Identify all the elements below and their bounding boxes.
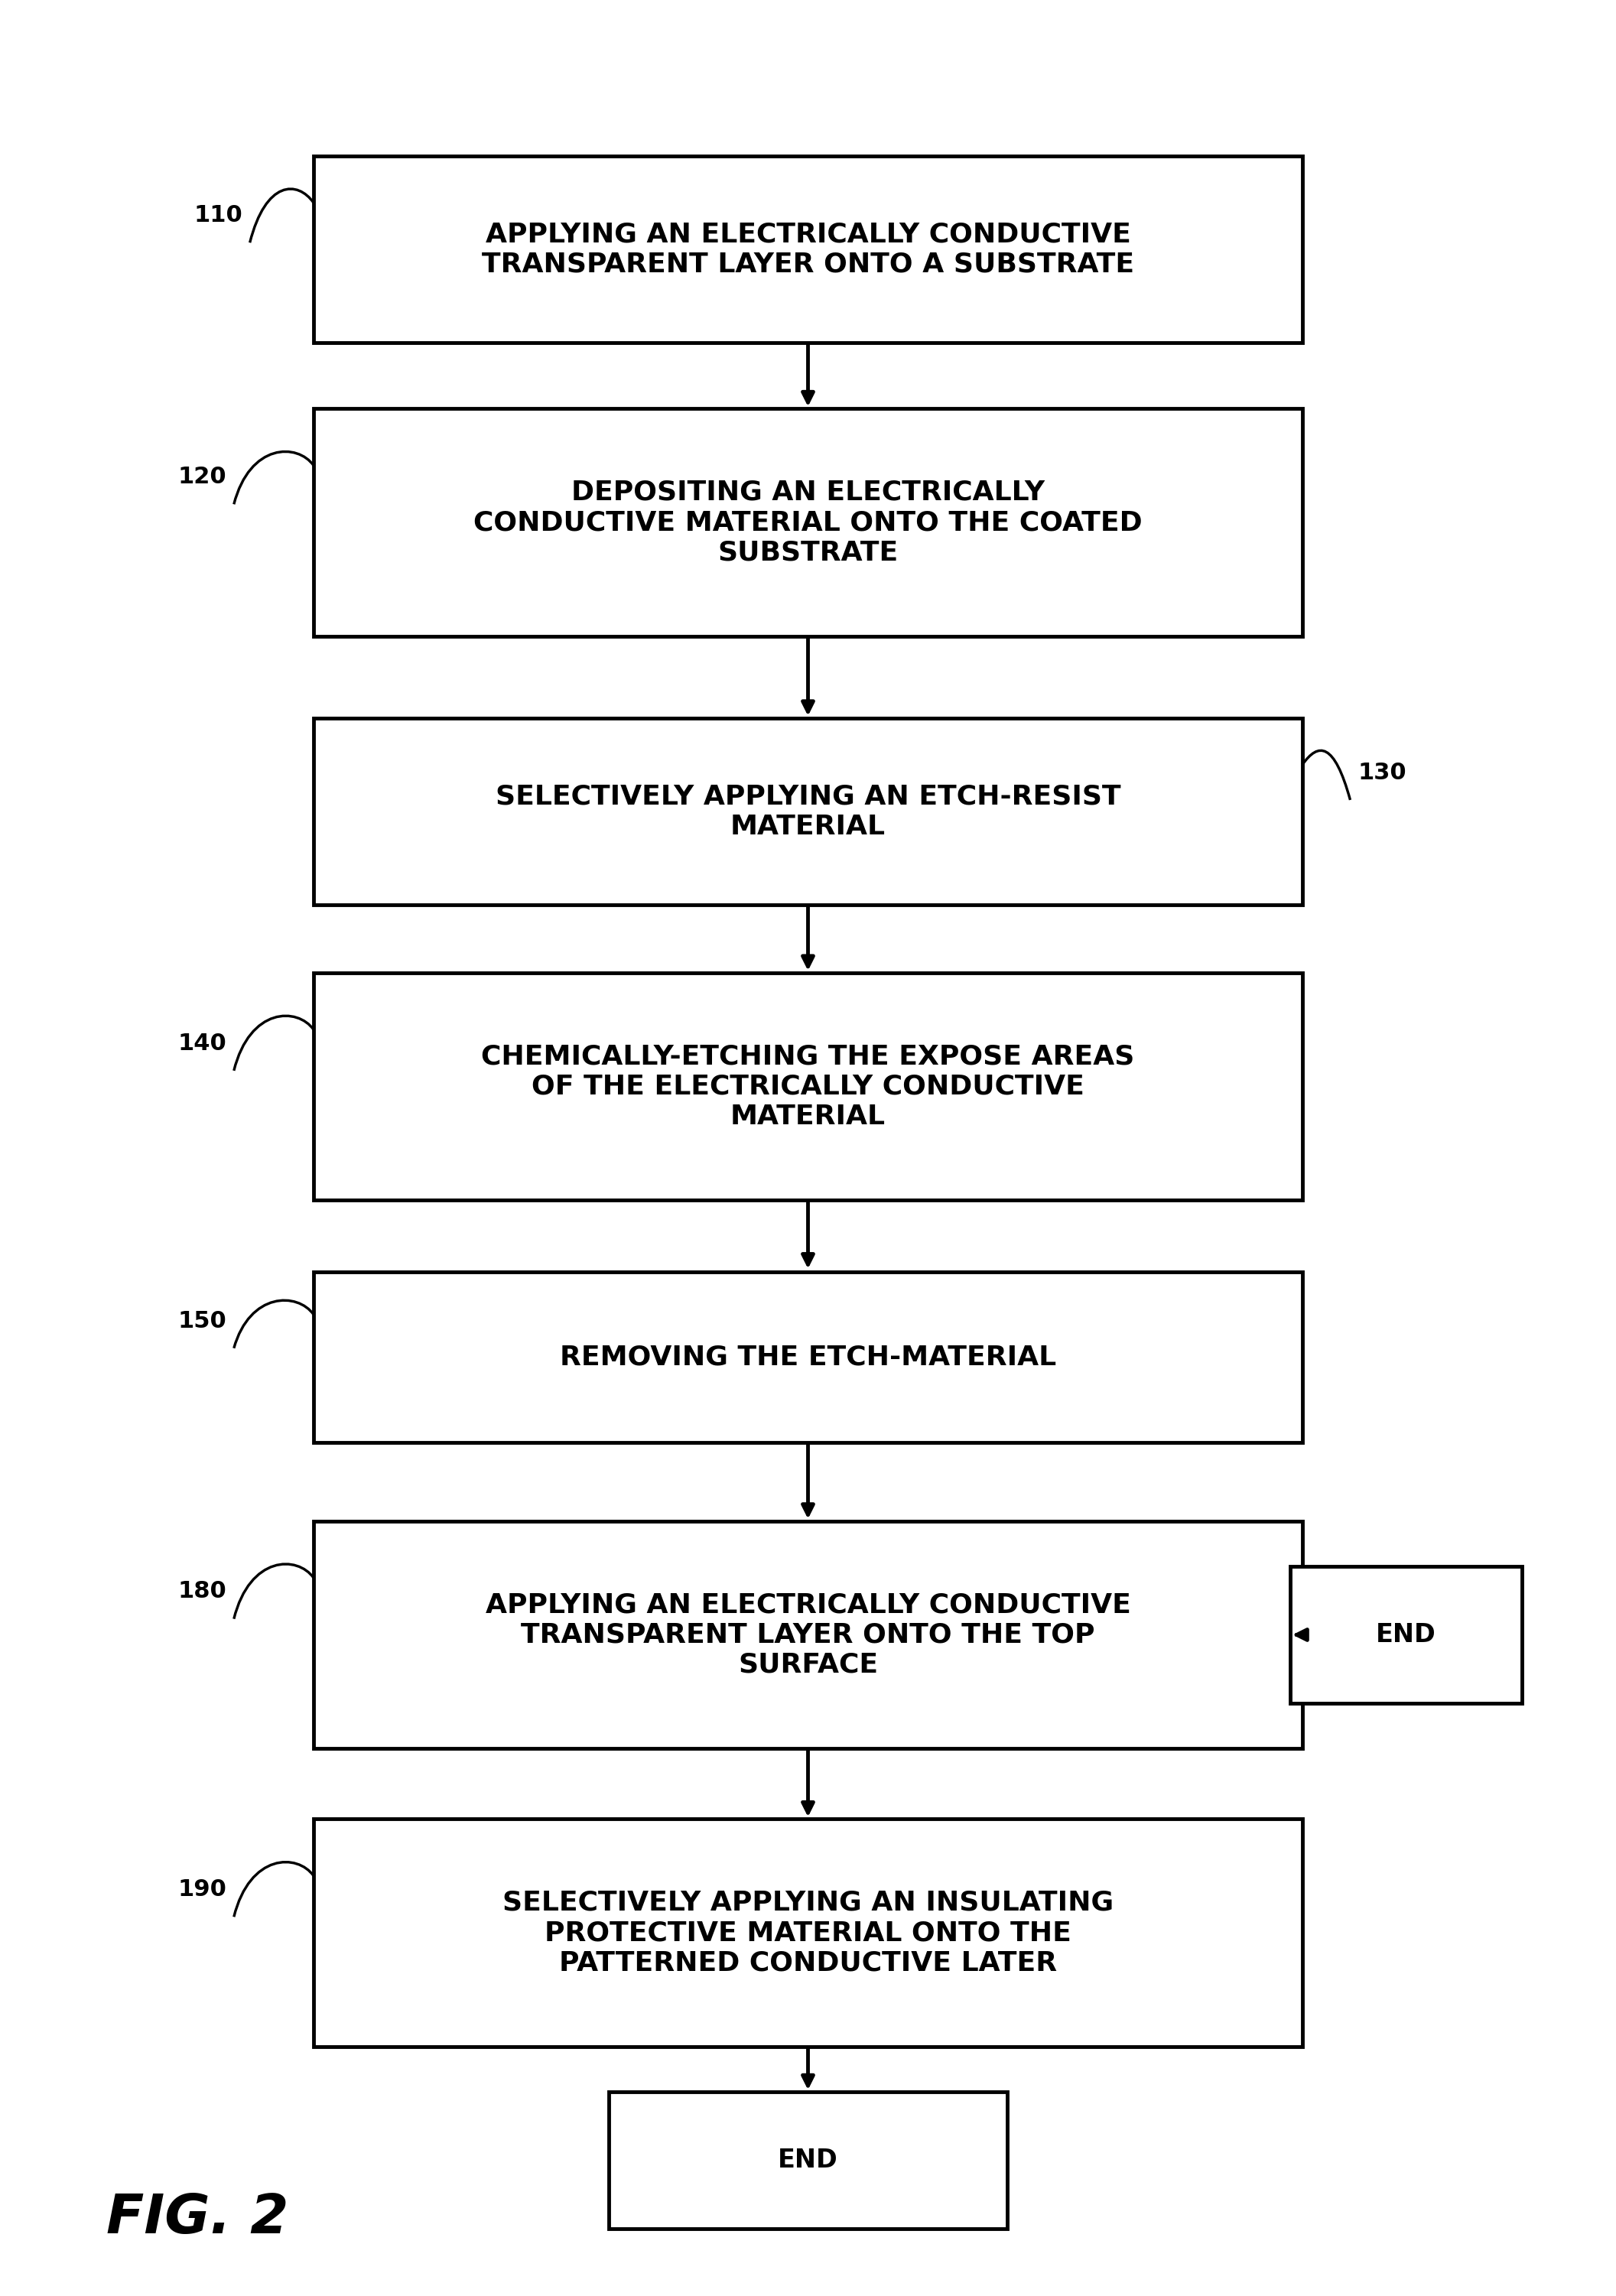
Text: 110: 110 (194, 204, 242, 227)
Text: SELECTIVELY APPLYING AN ETCH-RESIST
MATERIAL: SELECTIVELY APPLYING AN ETCH-RESIST MATE… (496, 783, 1120, 840)
Text: SELECTIVELY APPLYING AN INSULATING
PROTECTIVE MATERIAL ONTO THE
PATTERNED CONDUC: SELECTIVELY APPLYING AN INSULATING PROTE… (503, 1890, 1113, 1977)
Text: END: END (777, 2147, 839, 2172)
Text: END: END (1375, 1623, 1437, 1649)
Bar (314, 156, 1302, 342)
Text: 180: 180 (178, 1580, 226, 1603)
Text: APPLYING AN ELECTRICALLY CONDUCTIVE
TRANSPARENT LAYER ONTO THE TOP
SURFACE: APPLYING AN ELECTRICALLY CONDUCTIVE TRAN… (485, 1591, 1131, 1678)
Bar (314, 1272, 1302, 1442)
Bar (1291, 1566, 1522, 1704)
Text: 130: 130 (1357, 762, 1408, 783)
Text: CHEMICALLY-ETCHING THE EXPOSE AREAS
OF THE ELECTRICALLY CONDUCTIVE
MATERIAL: CHEMICALLY-ETCHING THE EXPOSE AREAS OF T… (482, 1042, 1134, 1130)
Text: FIG. 2: FIG. 2 (107, 2193, 289, 2245)
Bar (314, 719, 1302, 905)
Text: 140: 140 (178, 1033, 226, 1054)
Bar (314, 1818, 1302, 2046)
Text: 150: 150 (178, 1309, 226, 1332)
Text: REMOVING THE ETCH-MATERIAL: REMOVING THE ETCH-MATERIAL (559, 1343, 1057, 1371)
Text: 190: 190 (178, 1878, 226, 1901)
Bar (314, 409, 1302, 636)
Bar (314, 1520, 1302, 1750)
Text: DEPOSITING AN ELECTRICALLY
CONDUCTIVE MATERIAL ONTO THE COATED
SUBSTRATE: DEPOSITING AN ELECTRICALLY CONDUCTIVE MA… (473, 480, 1143, 565)
Text: 120: 120 (178, 466, 226, 489)
Bar (609, 2092, 1007, 2229)
Text: APPLYING AN ELECTRICALLY CONDUCTIVE
TRANSPARENT LAYER ONTO A SUBSTRATE: APPLYING AN ELECTRICALLY CONDUCTIVE TRAN… (482, 220, 1134, 278)
Bar (314, 974, 1302, 1201)
